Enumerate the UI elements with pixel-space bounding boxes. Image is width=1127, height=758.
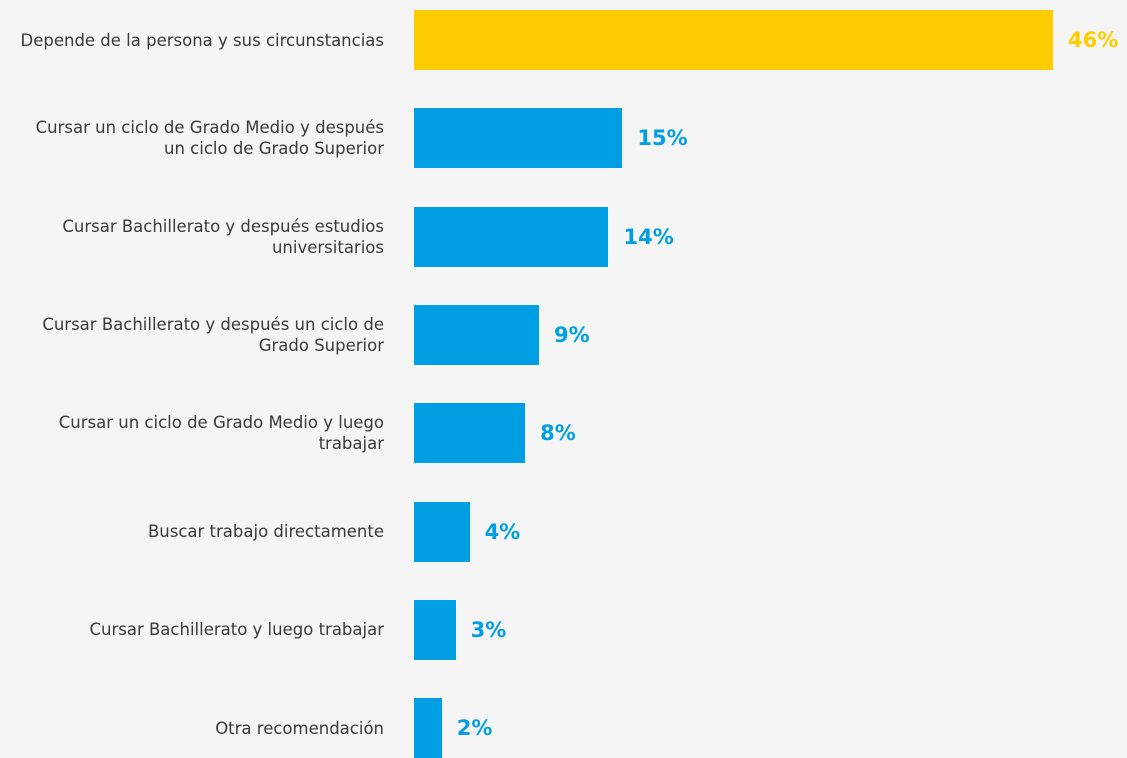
value-label: 15% xyxy=(637,126,688,151)
value-label: 14% xyxy=(623,224,674,249)
category-label: Otra recomendación xyxy=(215,718,384,738)
category-label: Cursar un ciclo de Grado Medio y después… xyxy=(35,118,384,159)
bar xyxy=(414,206,609,267)
bar xyxy=(414,108,623,169)
bar xyxy=(414,304,540,365)
category-label: Buscar trabajo directamente xyxy=(147,522,384,541)
value-label: 8% xyxy=(540,421,576,446)
value-label: 2% xyxy=(456,716,493,741)
bar xyxy=(414,698,442,758)
category-label: Cursar Bachillerato y después estudios u… xyxy=(62,216,384,257)
value-label: 4% xyxy=(484,519,521,544)
bar xyxy=(414,10,1053,70)
value-label: 3% xyxy=(470,617,507,642)
category-label: Cursar Bachillerato y luego trabajar xyxy=(89,620,384,640)
bar xyxy=(414,403,526,464)
bar xyxy=(414,501,470,562)
value-label: 9% xyxy=(554,322,590,347)
category-label: Cursar un ciclo de Grado Medio y luego t… xyxy=(58,413,384,454)
value-label: 46% xyxy=(1068,28,1119,52)
category-label: Depende de la persona y sus circunstanci… xyxy=(20,30,385,50)
category-label: Cursar Bachillerato y después un ciclo d… xyxy=(42,314,384,355)
bar xyxy=(414,599,456,660)
